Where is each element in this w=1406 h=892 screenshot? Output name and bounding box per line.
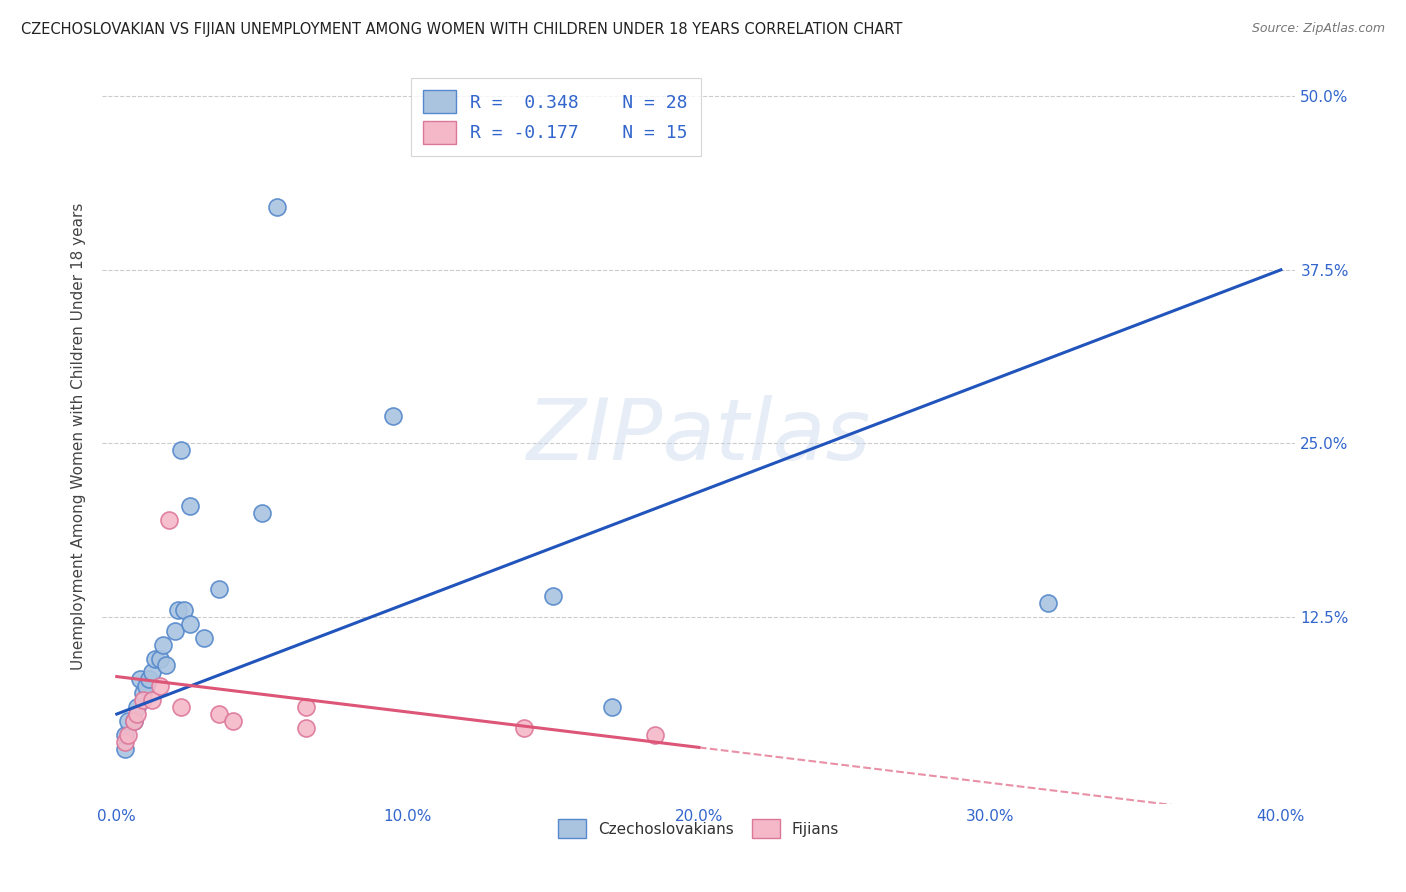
Text: Source: ZipAtlas.com: Source: ZipAtlas.com: [1251, 22, 1385, 36]
Point: [167, 603, 190, 617]
Point: [114, 735, 136, 749]
Point: [163, 624, 186, 638]
Point: [222, 714, 245, 728]
Point: [173, 603, 195, 617]
Point: [600, 700, 623, 714]
Point: [295, 700, 318, 714]
Point: [1036, 596, 1059, 610]
Point: [143, 651, 166, 665]
Point: [122, 714, 145, 728]
Point: [152, 638, 174, 652]
Point: [513, 721, 536, 735]
Point: [295, 721, 318, 735]
Point: [170, 443, 193, 458]
Point: [193, 631, 215, 645]
Point: [141, 693, 163, 707]
Point: [149, 651, 172, 665]
Point: [179, 616, 201, 631]
Point: [127, 707, 149, 722]
Point: [543, 589, 565, 603]
Point: [149, 679, 172, 693]
Point: [129, 673, 152, 687]
Point: [117, 714, 139, 728]
Y-axis label: Unemployment Among Women with Children Under 18 years: Unemployment Among Women with Children U…: [72, 202, 86, 670]
Point: [207, 707, 229, 722]
Point: [382, 409, 405, 423]
Point: [114, 741, 136, 756]
Point: [132, 686, 155, 700]
Point: [644, 728, 666, 742]
Legend: Czechoslovakians, Fijians: Czechoslovakians, Fijians: [553, 813, 845, 845]
Point: [135, 679, 157, 693]
Point: [157, 513, 180, 527]
Point: [266, 200, 288, 214]
Point: [114, 728, 136, 742]
Point: [122, 714, 145, 728]
Point: [170, 700, 193, 714]
Point: [155, 658, 177, 673]
Point: [207, 582, 229, 596]
Point: [252, 506, 274, 520]
Point: [117, 728, 139, 742]
Point: [179, 499, 201, 513]
Text: CZECHOSLOVAKIAN VS FIJIAN UNEMPLOYMENT AMONG WOMEN WITH CHILDREN UNDER 18 YEARS : CZECHOSLOVAKIAN VS FIJIAN UNEMPLOYMENT A…: [21, 22, 903, 37]
Point: [141, 665, 163, 680]
Point: [132, 693, 155, 707]
Point: [138, 673, 160, 687]
Point: [127, 700, 149, 714]
Text: ZIPatlas: ZIPatlas: [527, 395, 870, 478]
